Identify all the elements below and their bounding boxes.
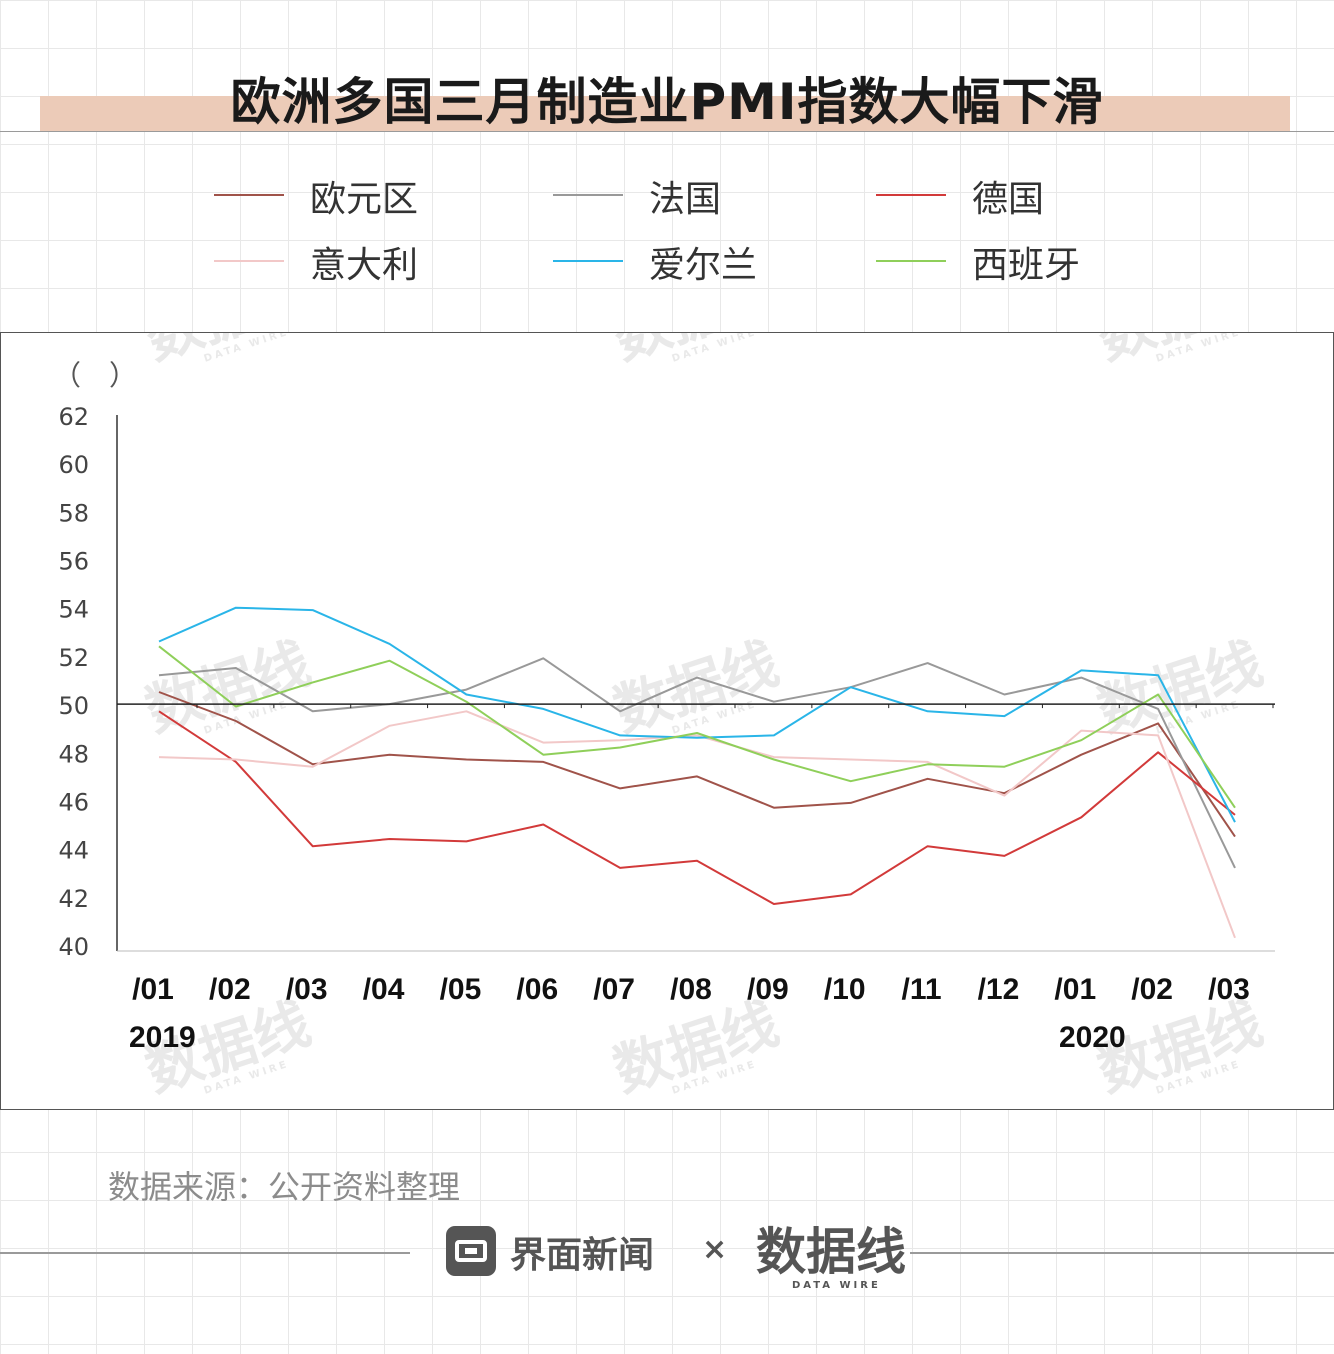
legend-label: 欧元区 [310, 179, 419, 220]
legend-label: 德国 [972, 179, 1045, 220]
year-label: 2020 [1059, 1021, 1126, 1054]
x-tick-label: /02 [1131, 973, 1173, 1006]
title-band [40, 96, 1290, 132]
series-line [158, 645, 1236, 809]
x-tick-label: /01 [1054, 973, 1096, 1006]
x-tick-label: /07 [593, 973, 635, 1006]
brand-name: 界面新闻 [510, 1235, 655, 1276]
series-line [158, 657, 1236, 869]
series-line [158, 710, 1236, 939]
legend: 欧元区 法国 德国意大利 爱尔兰 西班牙 [0, 160, 1334, 290]
legend-label: 意大利 [310, 245, 419, 286]
series-line [158, 606, 1236, 823]
x-tick-label: /08 [670, 973, 712, 1006]
y-tick-label: 40 [58, 933, 89, 961]
x-tick-label: /03 [286, 973, 328, 1006]
brand-glyph-icon [455, 1240, 487, 1262]
legend-swatch [214, 260, 284, 262]
title-rule [0, 131, 1334, 132]
series-line [158, 691, 1236, 838]
collab-separator: × [702, 1232, 728, 1267]
series-line [158, 710, 1236, 905]
datawire-logo: 数据线 [756, 1223, 906, 1281]
x-tick-label: /12 [978, 973, 1020, 1006]
y-tick-label: 50 [58, 692, 89, 720]
legend-label: 法国 [649, 179, 722, 220]
x-tick-label: /10 [824, 973, 866, 1006]
legend-label: 西班牙 [972, 245, 1081, 286]
y-tick-label: 54 [58, 596, 89, 624]
data-source: 数据来源：公开资料整理 [108, 1168, 461, 1206]
y-tick-label: 52 [58, 644, 89, 672]
footer-rule-right [910, 1252, 1334, 1254]
y-tick-label: 56 [58, 548, 89, 576]
year-label: 2019 [129, 1021, 196, 1054]
brand-icon [446, 1226, 496, 1276]
footer-rule-left [0, 1252, 410, 1254]
y-tick-label: 48 [58, 740, 89, 768]
y-tick-label: 62 [58, 403, 89, 431]
datawire-logo-sub: DATA WIRE [792, 1280, 881, 1291]
y-tick-label: 42 [58, 885, 89, 913]
x-tick-label: /09 [747, 973, 789, 1006]
x-tick-label: /02 [209, 973, 251, 1006]
x-tick-label: /06 [516, 973, 558, 1006]
y-axis-unit: （ ） [53, 359, 137, 392]
x-tick-label: /04 [363, 973, 405, 1006]
legend-swatch [553, 194, 623, 196]
x-tick-label: /01 [132, 973, 174, 1006]
y-tick-label: 60 [58, 451, 89, 479]
x-tick-label: /11 [902, 973, 942, 1006]
legend-label: 爱尔兰 [649, 245, 758, 286]
legend-swatch [876, 260, 946, 262]
legend-swatch [553, 260, 623, 262]
page-title: 欧洲多国三月制造业PMI指数大幅下滑 [230, 73, 1104, 131]
x-tick-label: /03 [1208, 973, 1250, 1006]
x-tick-label: /05 [440, 973, 482, 1006]
legend-swatch [214, 194, 284, 196]
y-tick-label: 46 [58, 788, 89, 816]
y-tick-label: 58 [58, 499, 89, 527]
legend-swatch [876, 194, 946, 196]
y-tick-label: 44 [58, 837, 89, 865]
